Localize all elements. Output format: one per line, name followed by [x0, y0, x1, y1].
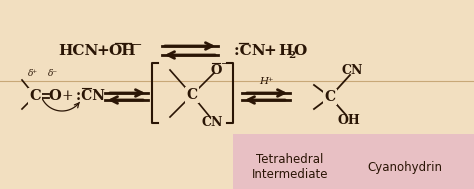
Text: 2: 2	[288, 50, 296, 60]
Text: HCN: HCN	[58, 44, 98, 58]
Text: Tetrahedral
Intermediate: Tetrahedral Intermediate	[252, 153, 328, 181]
Bar	[233, 134, 474, 189]
Text: −: −	[133, 40, 142, 50]
Text: Cyanohydrin: Cyanohydrin	[367, 160, 443, 174]
Text: C: C	[186, 88, 198, 102]
Text: :​CN: :​CN	[234, 44, 265, 58]
Text: :​CN: :​CN	[76, 89, 105, 103]
Text: +: +	[97, 44, 109, 58]
Text: CN: CN	[201, 116, 223, 129]
Text: CN: CN	[341, 64, 363, 77]
Text: δ⁺: δ⁺	[28, 68, 38, 77]
Text: OH: OH	[337, 115, 360, 128]
Text: C: C	[324, 90, 336, 104]
Text: H⁺: H⁺	[259, 77, 273, 87]
Text: +: +	[264, 44, 276, 58]
Text: H: H	[278, 44, 292, 58]
Text: −: −	[221, 59, 229, 69]
Text: OH: OH	[108, 44, 136, 58]
Text: O: O	[49, 89, 61, 103]
Text: O: O	[293, 44, 307, 58]
Text: +: +	[61, 89, 73, 103]
Text: O: O	[210, 64, 222, 77]
Text: C: C	[29, 89, 41, 103]
Text: δ⁻: δ⁻	[48, 68, 58, 77]
